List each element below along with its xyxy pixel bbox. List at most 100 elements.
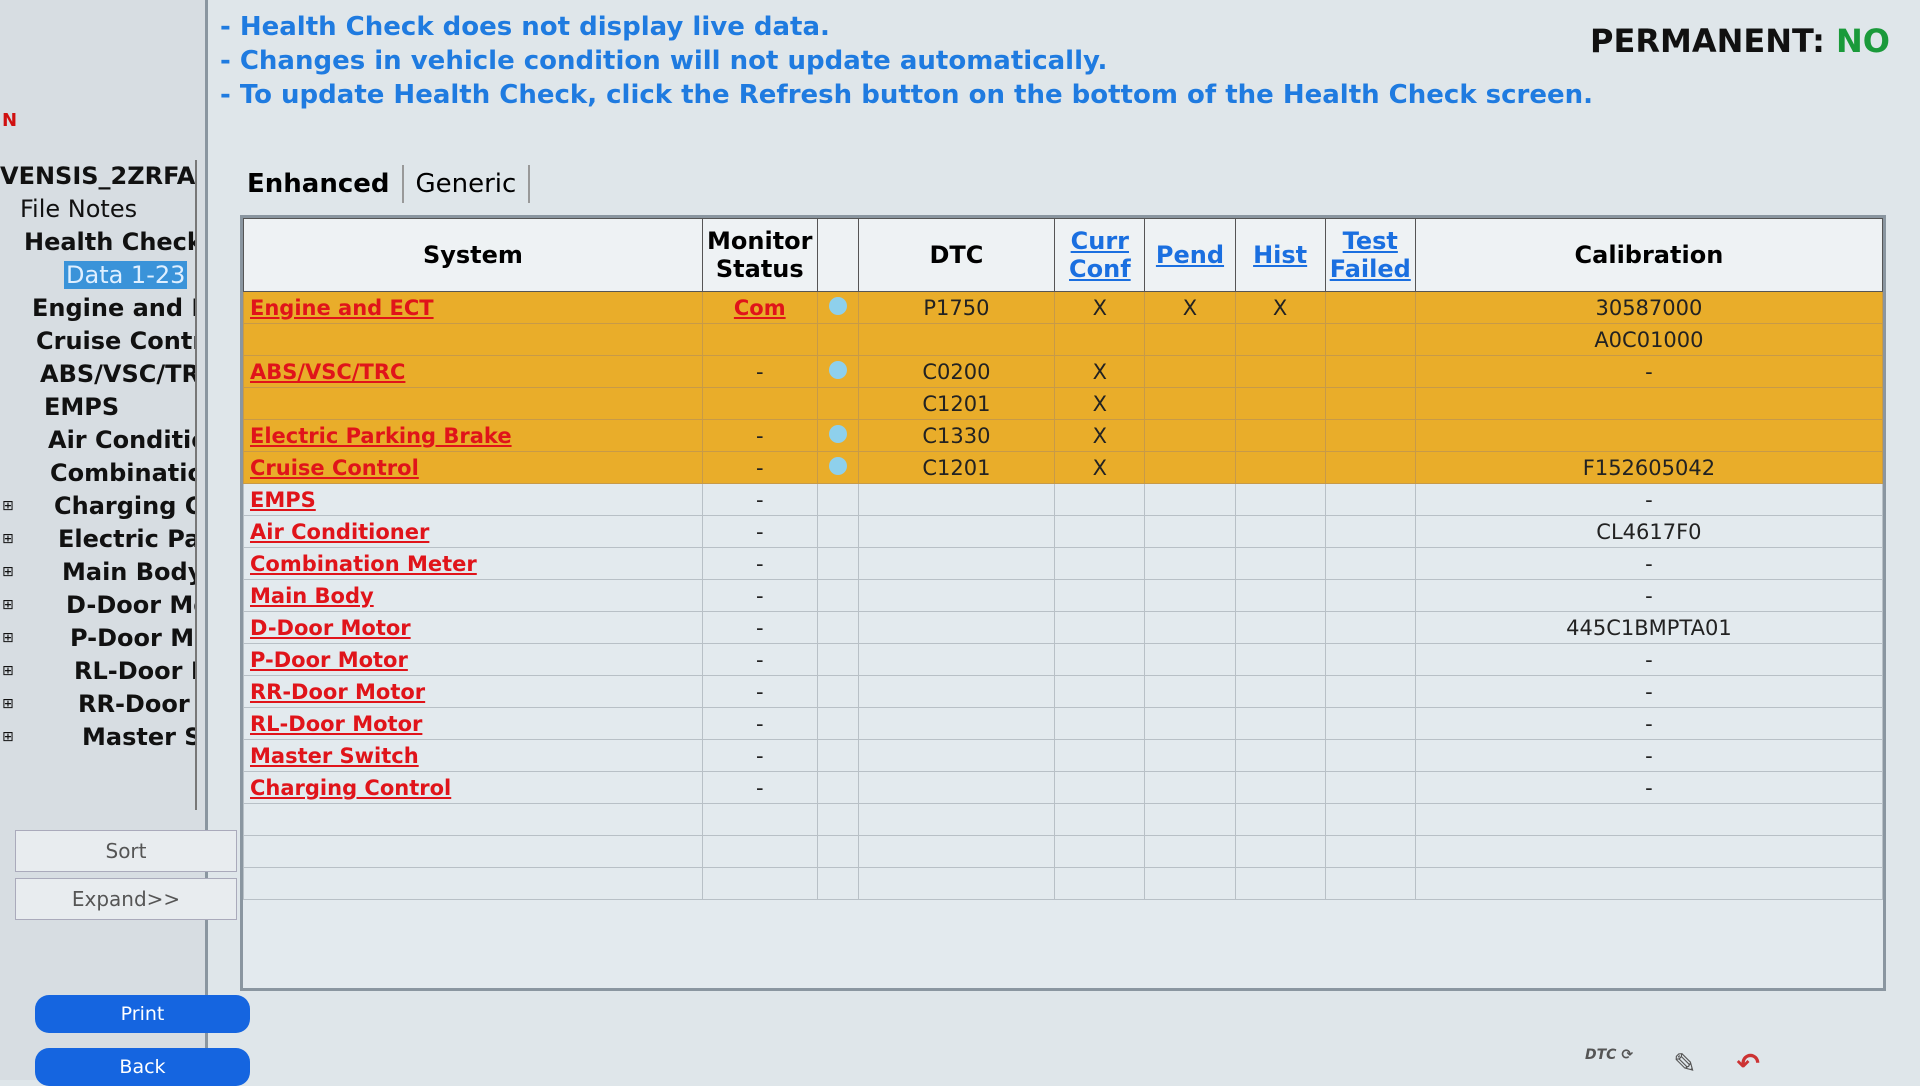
tree-item[interactable]: ⊞ Master Switch [0,721,195,754]
tree-item[interactable]: Cruise Control [0,325,195,358]
table-row[interactable]: A0C01000 [243,323,1883,356]
system-link[interactable]: D-Door Motor [250,615,411,640]
system-cell: Charging Control [243,771,703,804]
tab-bar: Enhanced Generic [235,165,531,203]
icon-cell [816,675,859,708]
system-link[interactable]: Charging Control [250,775,452,800]
system-link[interactable]: EMPS [250,487,316,512]
tree-item[interactable]: ⊞ Charging Control [0,490,195,523]
table-row[interactable]: Electric Parking Brake - C1330 X [243,419,1883,452]
tree-item[interactable]: File Notes [0,193,195,226]
monitor-status-cell: - [701,771,818,804]
expand-toggle-icon[interactable]: ⊞ [2,663,14,679]
table-row[interactable]: Engine and ECT Com P1750 X X X 30587000 [243,291,1883,324]
system-link[interactable]: Combination Meter [250,551,477,576]
tab-generic[interactable]: Generic [404,165,531,203]
table-row[interactable]: RL-Door Motor - - [243,707,1883,740]
curr-cell [1054,323,1146,356]
file-tree[interactable]: VENSIS_2ZRFA File Notes Health Check Data 1… [0,160,197,810]
tree-item[interactable]: Air Conditioner [0,424,195,457]
table-row[interactable]: ABS/VSC/TRC - C0200 X - [243,355,1883,388]
tree-item[interactable]: ⊞ D-Door Motor [0,589,195,622]
tree-item[interactable]: ⊞ Main Body [0,556,195,589]
tree-item[interactable]: ⊞ P-Door Motor [0,622,195,655]
header-calibration[interactable]: Calibration [1414,218,1883,292]
expand-toggle-icon[interactable]: ⊞ [2,729,14,745]
header-curr-conf[interactable]: Curr Conf [1069,227,1131,283]
hist-cell [1234,451,1326,484]
pend-cell [1144,771,1236,804]
test-failed-cell [1324,291,1416,324]
table-row[interactable]: Charging Control - - [243,771,1883,804]
tree-item[interactable]: ⊞ Electric Parking Brake [0,523,195,556]
freeze-frame-icon[interactable] [828,360,847,379]
monitor-status-link[interactable]: Com [733,295,786,320]
system-link[interactable]: RR-Door Motor [250,679,426,704]
empty-row [243,803,1883,836]
calibration-cell: - [1414,771,1883,804]
empty-cell [1144,835,1236,868]
tree-item[interactable]: ⊞ RL-Door Motor [0,655,195,688]
calibration-cell: - [1414,675,1883,708]
tree-item[interactable]: Health Check [0,226,195,259]
empty-cell [701,803,818,836]
system-link[interactable]: Engine and ECT [250,295,434,320]
edit-icon[interactable]: ✎ [1673,1047,1697,1080]
system-link[interactable]: Electric Parking Brake [250,423,512,448]
empty-cell [1234,803,1326,836]
dtc-refresh-icon[interactable]: DTC ⟳ [1585,1047,1634,1063]
test-failed-cell [1324,483,1416,516]
header-system[interactable]: System [243,218,703,292]
table-row[interactable]: Combination Meter - - [243,547,1883,580]
header-dtc[interactable]: DTC [857,218,1056,292]
freeze-frame-icon[interactable] [828,456,847,475]
tree-item[interactable]: EMPS [0,391,195,424]
expand-toggle-icon[interactable]: ⊞ [2,597,14,613]
expand-toggle-icon[interactable]: ⊞ [2,696,14,712]
pend-cell [1144,387,1236,420]
print-button[interactable]: Print [35,995,250,1033]
sort-button[interactable]: Sort [15,830,237,872]
table-row[interactable]: C1201 X [243,387,1883,420]
tree-item[interactable]: ⊞ RR-Door Motor [0,688,195,721]
table-row[interactable]: RR-Door Motor - - [243,675,1883,708]
dtc-cell: C0200 [857,355,1056,388]
dtc-cell [857,515,1056,548]
table-row[interactable]: Master Switch - - [243,739,1883,772]
tree-item[interactable]: Data 1-23 [0,259,195,292]
expand-toggle-icon[interactable]: ⊞ [2,531,14,547]
system-link[interactable]: Cruise Control [250,455,419,480]
tree-item-label: RL-Door Motor [74,657,195,685]
table-row[interactable]: D-Door Motor - 445C1BMPTA01 [243,611,1883,644]
system-link[interactable]: ABS/VSC/TRC [250,359,406,384]
expand-toggle-icon[interactable]: ⊞ [2,564,14,580]
header-hist[interactable]: Hist [1253,241,1308,269]
table-row[interactable]: P-Door Motor - - [243,643,1883,676]
tree-item[interactable]: VENSIS_2ZRFA [0,160,195,193]
freeze-frame-icon[interactable] [828,296,847,315]
empty-cell [1054,835,1146,868]
tree-item[interactable]: ABS/VSC/TRC [0,358,195,391]
undo-icon[interactable]: ↶ [1736,1047,1760,1080]
system-link[interactable]: Main Body [250,583,374,608]
table-row[interactable]: Air Conditioner - CL4617F0 [243,515,1883,548]
header-monitor-status[interactable]: Monitor Status [701,218,818,292]
system-link[interactable]: P-Door Motor [250,647,408,672]
system-link[interactable]: Air Conditioner [250,519,430,544]
system-link[interactable]: Master Switch [250,743,419,768]
system-link[interactable]: RL-Door Motor [250,711,423,736]
tree-item[interactable]: Combination Meter [0,457,195,490]
header-test-failed[interactable]: Test Failed [1329,227,1411,283]
table-row[interactable]: Main Body - - [243,579,1883,612]
expand-toggle-icon[interactable]: ⊞ [2,498,14,514]
tab-enhanced[interactable]: Enhanced [235,165,404,203]
expand-toggle-icon[interactable]: ⊞ [2,630,14,646]
icon-cell [816,387,859,420]
expand-button[interactable]: Expand>> [15,878,237,920]
freeze-frame-icon[interactable] [828,424,847,443]
table-row[interactable]: EMPS - - [243,483,1883,516]
permanent-indicator: PERMANENT: NO [1590,22,1890,60]
header-pend[interactable]: Pend [1155,241,1225,269]
table-row[interactable]: Cruise Control - C1201 X F152605042 [243,451,1883,484]
tree-item[interactable]: Engine and ECT [0,292,195,325]
